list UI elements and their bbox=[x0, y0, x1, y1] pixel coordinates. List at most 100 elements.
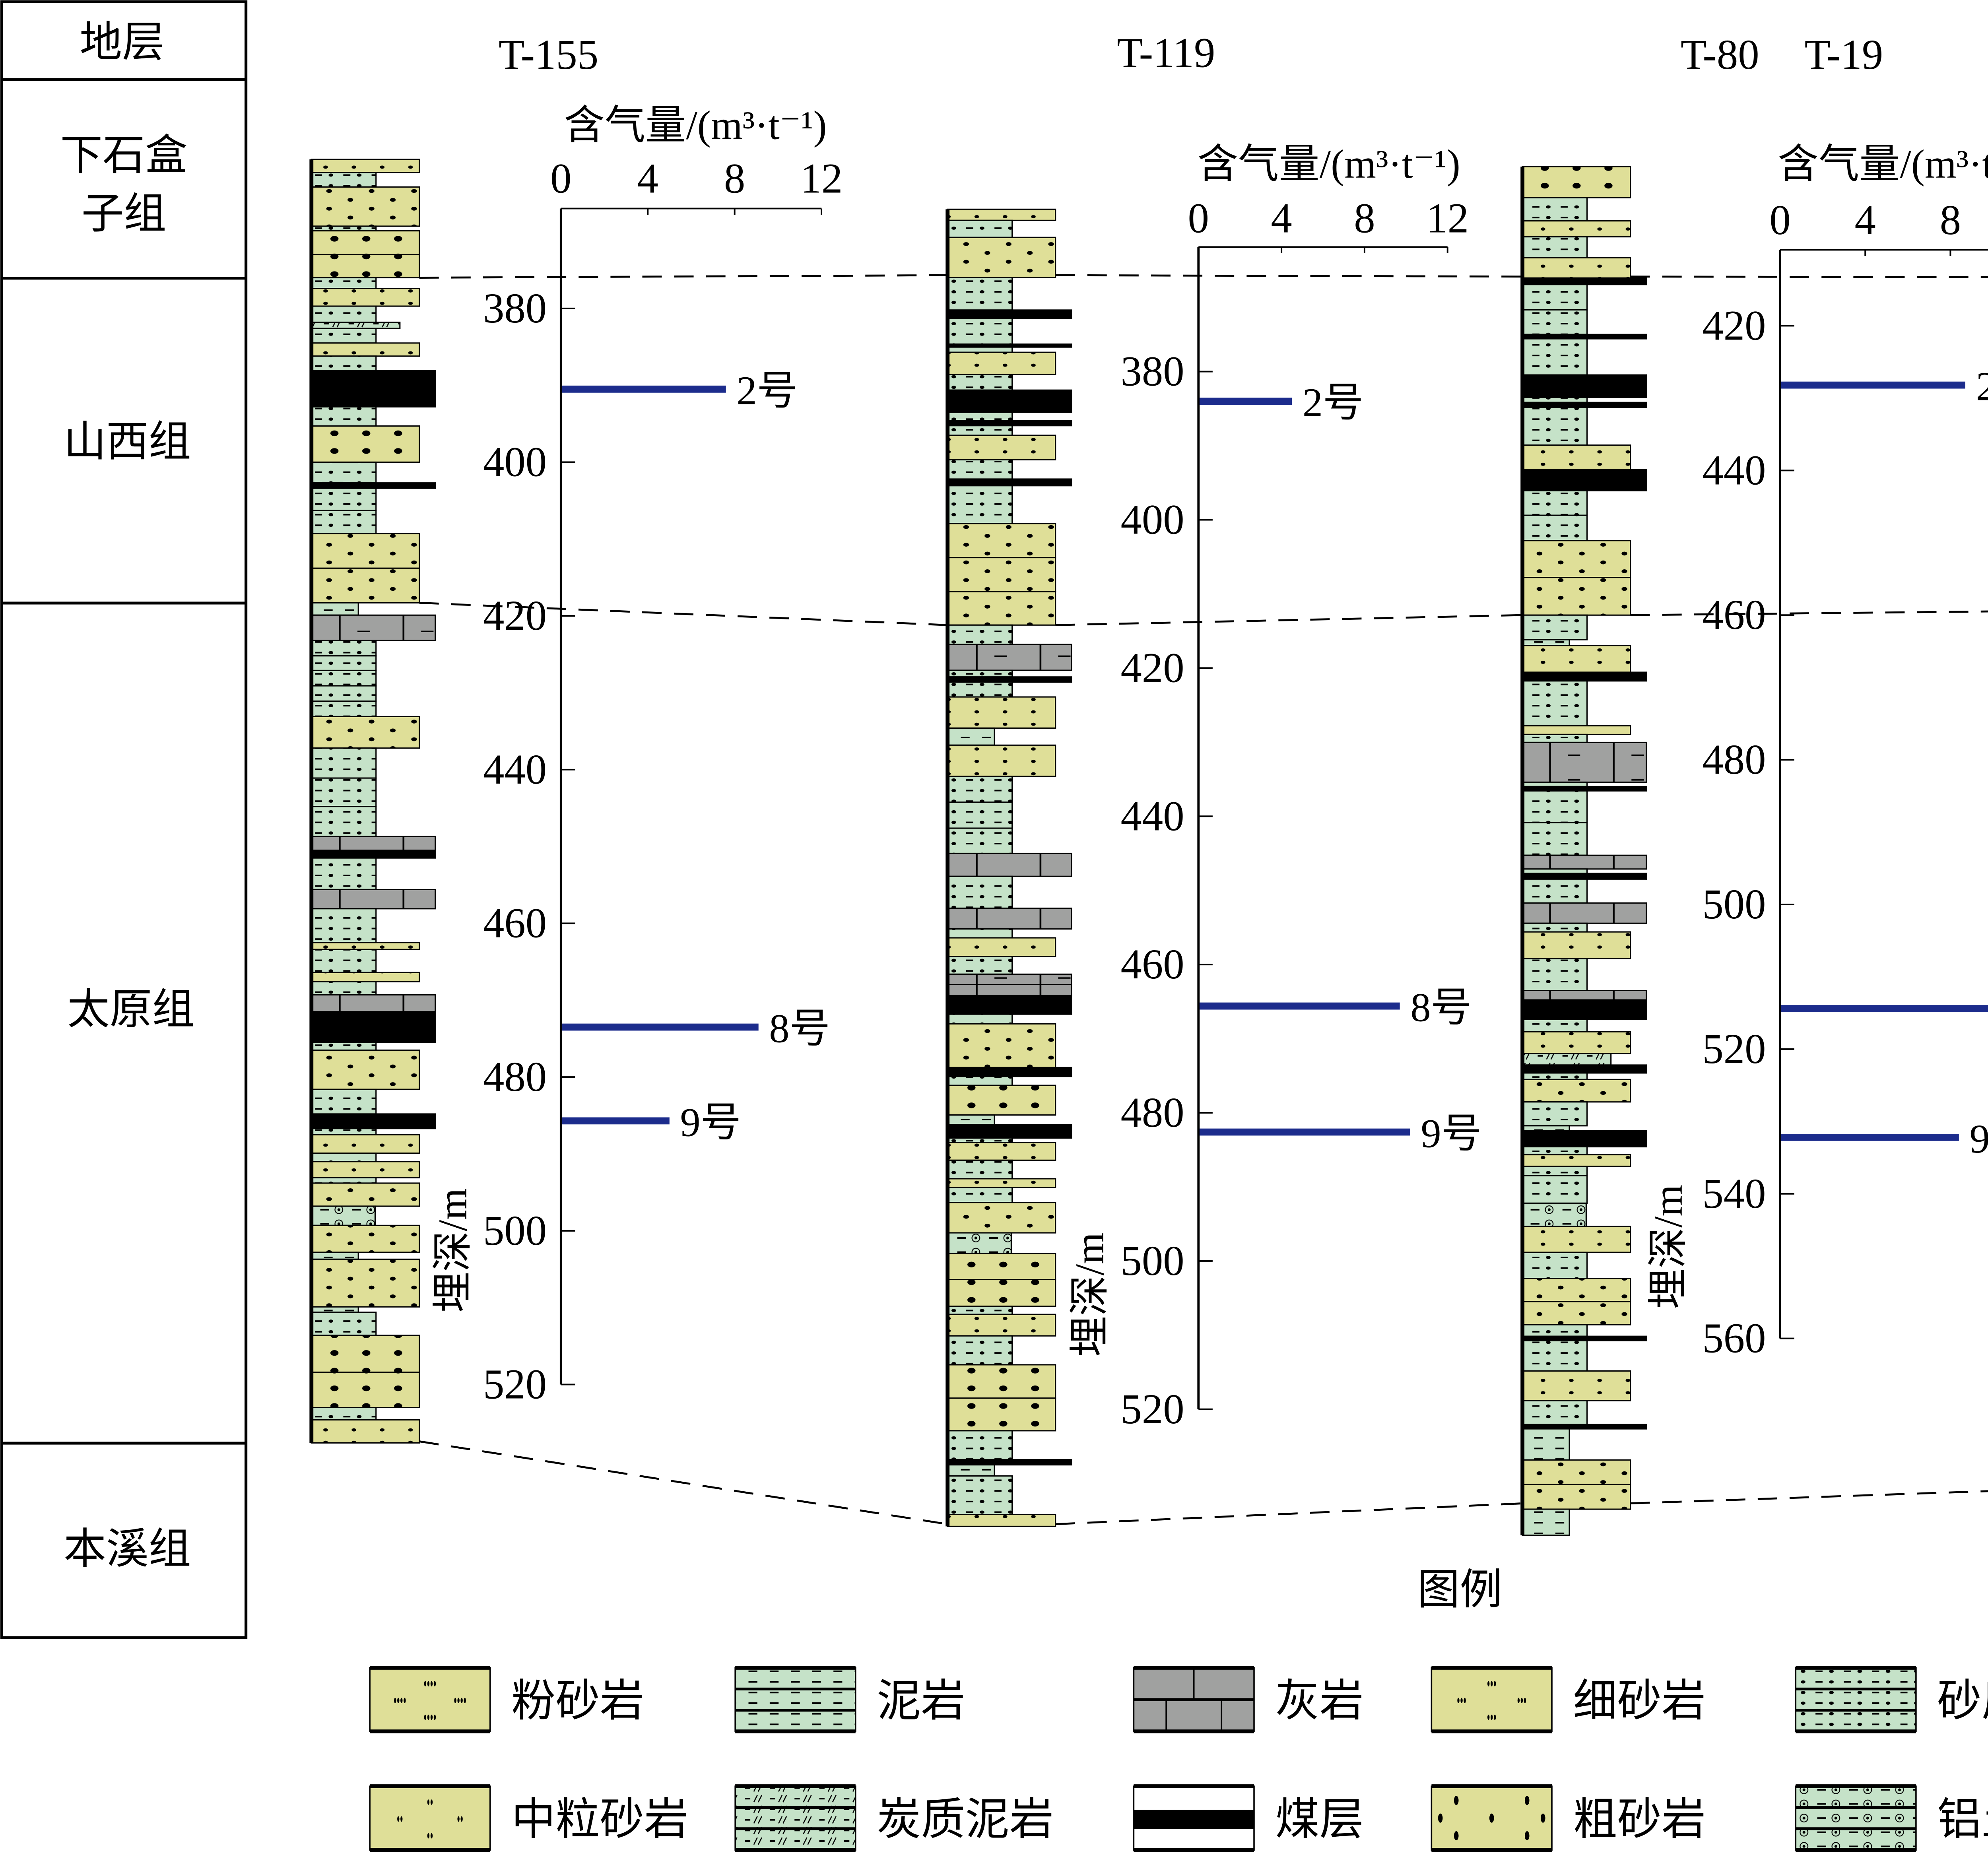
legend-label: 砂质泥岩 bbox=[1937, 1677, 1988, 1726]
lithology-layer-coarse bbox=[1522, 166, 1631, 198]
lithology-layer-coal bbox=[947, 1067, 1072, 1077]
lithology-layer-sandy-mud bbox=[311, 1177, 377, 1184]
lithology-layer-sandy-mud bbox=[311, 1312, 377, 1336]
swatch-fill bbox=[369, 1785, 491, 1851]
lithology-layer-coal bbox=[1522, 1335, 1647, 1341]
lithology-layer-fine bbox=[311, 972, 420, 983]
legend-item-sandy-mud: 砂质泥岩 bbox=[1795, 1666, 1988, 1734]
lithology-layer-sandy-mud bbox=[311, 172, 377, 188]
lithology-layer-medium bbox=[1522, 1079, 1631, 1103]
lithology-layer-sandy-mud bbox=[311, 328, 377, 344]
lithology-layer-mud bbox=[1522, 639, 1570, 646]
swatch-grain bbox=[430, 1799, 433, 1805]
gas-axis-tick-label: 12 bbox=[1426, 195, 1469, 242]
formation-boundary-line bbox=[1630, 610, 1988, 616]
lithology-layer-sandy-mud bbox=[947, 1137, 1013, 1143]
swatch-grain bbox=[430, 1714, 433, 1720]
coal-seam-label: 2号 bbox=[1303, 380, 1364, 425]
lithology-layer-coarse bbox=[947, 1279, 1056, 1307]
lithology-layer-sandy-mud bbox=[1522, 1340, 1588, 1372]
lithology-layer-coal bbox=[1522, 277, 1647, 285]
depth-axis-tick-label: 480 bbox=[483, 1054, 547, 1100]
swatch-grain bbox=[464, 1698, 466, 1703]
lithology-layer-coarse bbox=[947, 1397, 1056, 1432]
lithology-layer-coal bbox=[947, 389, 1072, 413]
lithology-layer-sandy-mud bbox=[311, 487, 377, 511]
coal-seam-label: 2号 bbox=[736, 369, 798, 413]
swatch-grain bbox=[1454, 1796, 1459, 1805]
lithology-layer-fine bbox=[1522, 1226, 1631, 1253]
gas-axis-tick-label: 0 bbox=[1188, 195, 1209, 242]
lithology-column bbox=[1520, 166, 1647, 1536]
legend-sandy-mud-icon bbox=[1795, 1666, 1917, 1734]
coal-seam-label: 2号 bbox=[1976, 365, 1988, 409]
swatch-grain bbox=[1520, 1698, 1523, 1703]
swatch-fill bbox=[1795, 1667, 1917, 1732]
legend-item-coal: 煤层 bbox=[1133, 1784, 1364, 1852]
lithology-layer-medium bbox=[947, 1202, 1056, 1234]
swatch-grain bbox=[1487, 1681, 1490, 1686]
lithology-layer-lime bbox=[1522, 854, 1647, 870]
lithology-layer-sandy-mud bbox=[947, 827, 1013, 854]
lithology-layer-lime bbox=[1522, 902, 1647, 924]
lithology-layer-sandy-mud bbox=[1522, 197, 1588, 222]
well-title: T-19 bbox=[1804, 31, 1883, 78]
lithology-layer-fine bbox=[311, 1134, 420, 1154]
legend-label: 泥岩 bbox=[877, 1677, 965, 1726]
lithology-layer-fine bbox=[1522, 444, 1631, 471]
swatch-coal-band bbox=[1134, 1810, 1254, 1829]
lithology-layer-sandy-mud bbox=[1522, 1175, 1588, 1204]
lithology-layer-fine bbox=[947, 1178, 1056, 1188]
depth-axis-tick-label: 440 bbox=[1702, 447, 1766, 494]
depth-axis-tick-label: 420 bbox=[1702, 302, 1766, 349]
lithology-layer-lime bbox=[311, 994, 436, 1013]
depth-axis-tick-label: 400 bbox=[483, 439, 547, 486]
lithology-layer-sandy-mud bbox=[947, 1475, 1013, 1515]
lithology-layer-coal bbox=[947, 420, 1072, 427]
lithology-layer-medium bbox=[311, 533, 420, 569]
coal-seam-label: 9号 bbox=[1970, 1117, 1988, 1162]
stratigraphy-table: 地层 下石盒 子组 山西组 太原组 本溪组 bbox=[0, 0, 248, 1639]
swatch-grain bbox=[427, 1714, 430, 1720]
lithology-layer-medium bbox=[1522, 540, 1631, 578]
well-t-80: T-80T-1904812含气量/(m³·t⁻¹)420440460480500… bbox=[1520, 31, 1988, 1536]
lithology-layer-coal bbox=[947, 478, 1072, 487]
swatch-grain bbox=[394, 1698, 396, 1703]
lithology-layer-coal bbox=[311, 850, 436, 859]
lithology-layer-fine bbox=[311, 288, 420, 307]
lithology-layer-coal bbox=[311, 370, 436, 407]
swatch-grain bbox=[433, 1714, 436, 1720]
lithology-layer-sandy-mud bbox=[311, 747, 377, 779]
legend-silt-icon bbox=[369, 1666, 491, 1734]
lithology-layer-medium bbox=[947, 591, 1056, 626]
depth-axis-tick-label: 520 bbox=[1120, 1386, 1184, 1433]
lithology-layer-coal bbox=[311, 1113, 436, 1129]
lithology-layer-sandy-mud bbox=[311, 225, 377, 232]
lithology-layer-medium bbox=[947, 523, 1056, 559]
legend-carb-mud-icon bbox=[734, 1784, 856, 1852]
lithology-layer-mud bbox=[1522, 1428, 1570, 1461]
lithology-layer-sandy-mud bbox=[947, 346, 1013, 353]
lithology-column bbox=[309, 159, 436, 1444]
lithology-layer-sandy-mud bbox=[1522, 396, 1588, 403]
legend-label: 粉砂岩 bbox=[511, 1677, 644, 1726]
depth-axis-tick-label: 380 bbox=[483, 285, 547, 332]
gas-axis-tick-label: 4 bbox=[1271, 195, 1292, 242]
swatch-grain bbox=[397, 1816, 400, 1822]
swatch-grain bbox=[1489, 1813, 1494, 1823]
lithology-layer-medium bbox=[1522, 577, 1631, 616]
lithology-layer-coal bbox=[1522, 1130, 1647, 1148]
lithology-layer-mud bbox=[311, 1306, 359, 1313]
legend-item-carb-mud: 炭质泥岩 bbox=[734, 1784, 1054, 1852]
legend-item-coarse: 粗砂岩 bbox=[1431, 1784, 1706, 1852]
lithology-layer-marl-lime bbox=[947, 644, 1072, 671]
lithology-layer-medium bbox=[311, 1182, 420, 1207]
lithology-layer-carb-mud bbox=[1522, 1053, 1612, 1066]
swatch-grain bbox=[1491, 1714, 1493, 1720]
lithology-layer-fine bbox=[947, 1314, 1056, 1337]
legend-coal-icon bbox=[1133, 1784, 1255, 1852]
lithology-layer-fine bbox=[1522, 725, 1631, 735]
lithology-layer-medium bbox=[947, 557, 1056, 592]
lithology-layer-bauxite-mud bbox=[311, 1205, 376, 1226]
swatch-grain bbox=[457, 1698, 460, 1703]
